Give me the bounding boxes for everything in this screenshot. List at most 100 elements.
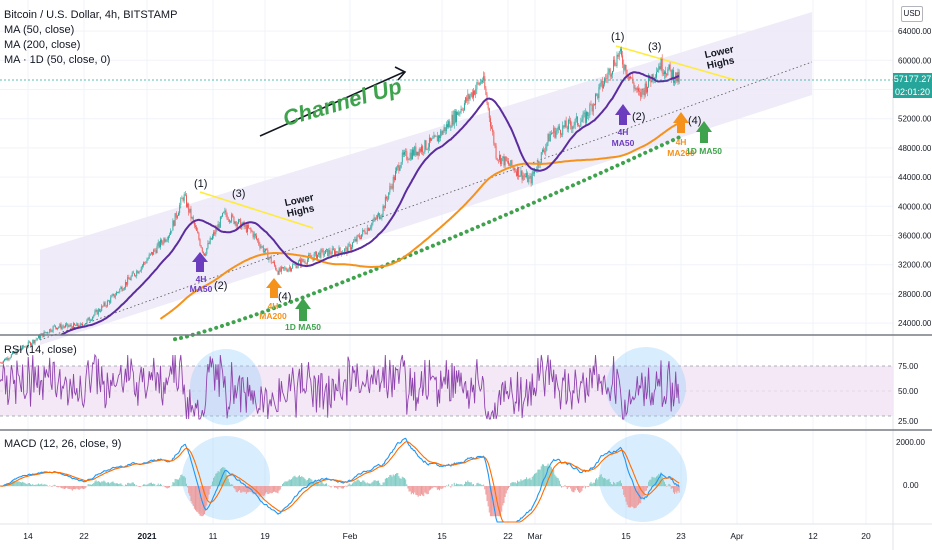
macd-hist-bar [392, 474, 394, 487]
candle-body [670, 69, 672, 79]
candle-body [336, 251, 338, 253]
macd-hist-bar [354, 480, 356, 487]
candle-body [61, 326, 63, 329]
candle-body [645, 83, 647, 93]
macd-hist-bar [661, 476, 663, 487]
candle-body [606, 78, 608, 79]
candle-body [158, 241, 160, 248]
macd-hist-bar [83, 486, 85, 490]
candle-body [192, 217, 194, 221]
candle-body [69, 324, 71, 327]
macd-hist-bar [506, 486, 508, 491]
macd-legend[interactable]: MACD (12, 26, close, 9) [4, 437, 121, 452]
candle-body [82, 324, 83, 326]
candle-body [41, 333, 43, 336]
candle-body [586, 111, 587, 123]
candle-body [148, 254, 150, 259]
currency-button[interactable]: USD [901, 6, 923, 22]
macd-hist-bar [396, 473, 398, 487]
candle-body [176, 215, 178, 218]
candle-body [667, 69, 669, 76]
macd-hist-bar [609, 482, 611, 487]
candle-body [665, 71, 667, 75]
macd-hist-bar [263, 486, 265, 496]
macd-hist-bar [31, 484, 33, 487]
macd-hist-bar [79, 486, 81, 489]
candle-body [387, 198, 389, 200]
macd-hist-bar [491, 486, 493, 517]
candle-body [587, 111, 589, 116]
macd-hist-bar [547, 463, 549, 487]
macd-hist-bar [169, 486, 170, 488]
macd-hist-bar [62, 486, 64, 489]
candle-body [88, 317, 90, 321]
macd-hist-bar [535, 473, 537, 487]
macd-hist-bar [559, 484, 561, 487]
candle-body [505, 156, 507, 161]
macd-hist-bar [626, 486, 628, 505]
macd-hist-bar [329, 486, 331, 487]
candle-body [49, 329, 51, 333]
candle-body [375, 218, 377, 219]
macd-hist-bar [148, 483, 150, 487]
macd-hist-bar [465, 481, 467, 487]
candle-body [40, 335, 42, 339]
macd-hist-bar [18, 481, 20, 487]
macd-hist-bar [607, 479, 609, 487]
candle-body [163, 238, 165, 244]
candle-body [129, 279, 131, 280]
candle-body [357, 235, 359, 236]
macd-hist-bar [78, 486, 80, 490]
macd-hist-bar [315, 481, 317, 487]
macd-hist-bar [379, 483, 381, 487]
rsi-legend[interactable]: RSI (14, close) [4, 343, 77, 358]
candle-body [379, 213, 381, 220]
macd-hist-bar [469, 482, 471, 487]
candle-body [634, 87, 636, 89]
candle-body [615, 65, 617, 66]
macd-hist-bar [199, 486, 201, 516]
macd-hist-bar [436, 486, 438, 490]
macd-hist-bar [678, 486, 680, 493]
macd-hist-bar [539, 469, 541, 487]
macd-hist-bar [94, 481, 96, 487]
macd-hist-bar [227, 478, 229, 487]
macd-hist-bar [269, 486, 271, 493]
rsi-line [0, 353, 680, 420]
candle-body [52, 326, 54, 332]
macd-hist-bar [165, 486, 167, 488]
candle-body [230, 221, 231, 223]
macd-hist-bar [228, 482, 230, 487]
macd-hist-bar [520, 479, 522, 487]
candle-body [256, 235, 257, 240]
candle-body [94, 311, 96, 315]
candle-body [294, 263, 296, 265]
candle-body [105, 305, 107, 307]
candle-body [423, 151, 425, 153]
macd-hist-bar [84, 486, 86, 489]
candle-body [227, 219, 229, 221]
candle-body [381, 214, 383, 219]
macd-hist-bar [328, 485, 330, 487]
macd-hist-bar [573, 486, 575, 493]
candle-body [271, 262, 273, 264]
candle-body [19, 349, 21, 350]
macd-hist-bar [358, 480, 360, 487]
legend-ma1d[interactable]: MA · 1D (50, close, 0) [4, 54, 111, 66]
candle-body [284, 267, 286, 269]
macd-hist-bar [461, 484, 463, 487]
time-tick-label: 20 [861, 531, 871, 541]
chart-title: Bitcoin / U.S. Dollar, 4h, BITSTAMP [4, 9, 178, 21]
candle-body [437, 135, 439, 142]
candle-body [146, 260, 148, 264]
legend-ma200[interactable]: MA (200, close) [4, 39, 81, 51]
candle-body [28, 341, 30, 343]
candle-body [202, 251, 204, 254]
macd-hist-bar [500, 486, 502, 517]
macd-hist-bar [276, 486, 278, 493]
price-tick-label: 48000.00 [898, 144, 932, 153]
candle-body [382, 205, 384, 215]
legend-ma50[interactable]: MA (50, close) [4, 24, 75, 36]
macd-hist-bar [666, 486, 668, 487]
